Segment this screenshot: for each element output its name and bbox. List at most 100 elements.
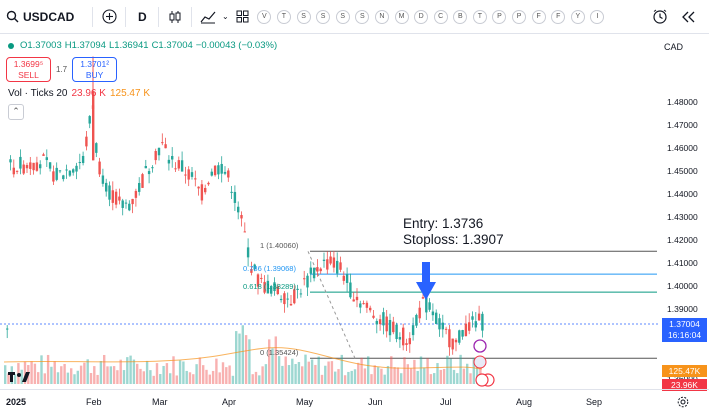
volume-bar: [43, 373, 46, 384]
volume-bar: [307, 361, 310, 384]
candle-body: [286, 298, 289, 300]
candle-body: [141, 174, 144, 188]
candle-body: [243, 231, 246, 233]
tool-letter-button[interactable]: N: [374, 9, 389, 24]
candle-body: [121, 200, 124, 208]
lightning-event-icon: [473, 339, 487, 353]
currency-label[interactable]: CAD: [664, 42, 684, 52]
candle-body: [428, 302, 431, 310]
candle-body: [200, 184, 204, 201]
price-chart[interactable]: [0, 34, 660, 389]
candle-body: [32, 162, 35, 171]
volume-bar: [284, 356, 287, 384]
tool-letter-button[interactable]: C: [433, 9, 448, 24]
volume-bar: [433, 373, 436, 384]
tool-letter-button[interactable]: P: [492, 9, 507, 24]
symbol-name[interactable]: USDCAD: [23, 9, 75, 24]
candle-body: [474, 321, 477, 328]
candle-body: [246, 247, 250, 258]
tool-letter-button[interactable]: T: [472, 9, 487, 24]
volume-bar: [198, 357, 202, 384]
chart-pane[interactable]: [0, 34, 660, 389]
candle-body: [81, 155, 85, 164]
volume-bar: [343, 375, 347, 384]
tool-letter-button[interactable]: S: [355, 9, 370, 24]
add-symbol-icon[interactable]: [98, 5, 120, 29]
price-axis[interactable]: CAD 1.48000 1.47000 1.46000 1.45000 1.44000 1…: [660, 34, 709, 391]
search-icon[interactable]: [6, 5, 19, 29]
volume-bar: [40, 355, 43, 384]
candle-body: [405, 343, 408, 345]
tool-letter-button[interactable]: B: [453, 9, 468, 24]
volume-bar: [337, 369, 340, 384]
candle-body: [316, 267, 319, 272]
tool-letter-button[interactable]: V: [257, 9, 272, 24]
candle-body: [260, 277, 263, 279]
collapse-icon[interactable]: ⌃: [8, 104, 24, 120]
candle-body: [319, 268, 322, 272]
candle-body: [75, 165, 78, 172]
rewind-icon[interactable]: [680, 5, 696, 29]
indicators-icon[interactable]: [197, 5, 219, 29]
candle-body: [220, 163, 223, 174]
candle-body: [151, 167, 154, 169]
price-tick-label: 1.42000: [667, 235, 698, 245]
candle-body: [12, 167, 15, 175]
settings-gear-icon[interactable]: [677, 396, 689, 410]
volume-bar: [221, 362, 225, 384]
candle-body: [207, 182, 210, 185]
candle-body: [431, 311, 435, 316]
interval-button[interactable]: D: [138, 9, 147, 24]
entry-arrow-shaft: [422, 262, 430, 284]
tool-letter-button[interactable]: S: [335, 9, 350, 24]
chevron-down-icon[interactable]: ⌄: [221, 12, 229, 21]
volume-bar: [357, 362, 360, 384]
sell-button[interactable]: 1.3699⁵ SELL: [6, 57, 51, 82]
candle-body: [138, 183, 141, 192]
candle-body: [210, 171, 213, 176]
alert-clock-icon[interactable]: [651, 5, 669, 29]
candle-body: [227, 170, 230, 178]
volume-bar: [228, 365, 231, 384]
tool-letter-button[interactable]: D: [414, 9, 429, 24]
tool-letter-button[interactable]: F: [531, 9, 546, 24]
candle-body: [101, 175, 105, 184]
volume-bar: [350, 370, 353, 384]
tool-letter-button[interactable]: S: [316, 9, 331, 24]
divider: [125, 6, 127, 27]
tool-letter-button[interactable]: I: [590, 9, 605, 24]
volume-bar: [419, 356, 423, 384]
volume-bar: [192, 374, 195, 384]
candle-body: [332, 257, 336, 268]
tool-letter-button[interactable]: Y: [570, 9, 585, 24]
volume-bar: [7, 373, 10, 384]
time-tick-label: Mar: [152, 397, 168, 407]
candle-type-icon[interactable]: [164, 5, 186, 29]
candle-body: [88, 116, 91, 124]
volume-bar: [126, 357, 129, 384]
candle-body: [68, 170, 72, 176]
candle-body: [283, 293, 286, 305]
volume-bar: [442, 368, 446, 384]
tool-letter-button[interactable]: P: [512, 9, 527, 24]
tool-letter-button[interactable]: T: [276, 9, 291, 24]
tool-letter-button[interactable]: S: [296, 9, 311, 24]
tool-letter-button[interactable]: F: [551, 9, 566, 24]
buy-button[interactable]: 1.3701² BUY: [72, 57, 118, 82]
fib-level-0786: 0.786 (1.39068): [243, 264, 296, 273]
layout-grid-icon[interactable]: [231, 5, 253, 29]
volume-bar: [244, 335, 248, 384]
volume-bar: [119, 359, 122, 384]
volume-bar: [109, 366, 112, 384]
time-axis[interactable]: 2025 Feb Mar Apr May Jun Jul Aug Sep: [0, 389, 709, 419]
volume-bar: [426, 358, 429, 384]
candle-body: [157, 147, 161, 156]
price-tick-label: 1.39000: [667, 304, 698, 314]
candle-body: [408, 338, 411, 345]
candle-body: [147, 171, 151, 175]
tool-letter-button[interactable]: M: [394, 9, 409, 24]
volume-bar: [403, 357, 406, 384]
candle-body: [276, 286, 279, 295]
candle-body: [65, 169, 68, 171]
